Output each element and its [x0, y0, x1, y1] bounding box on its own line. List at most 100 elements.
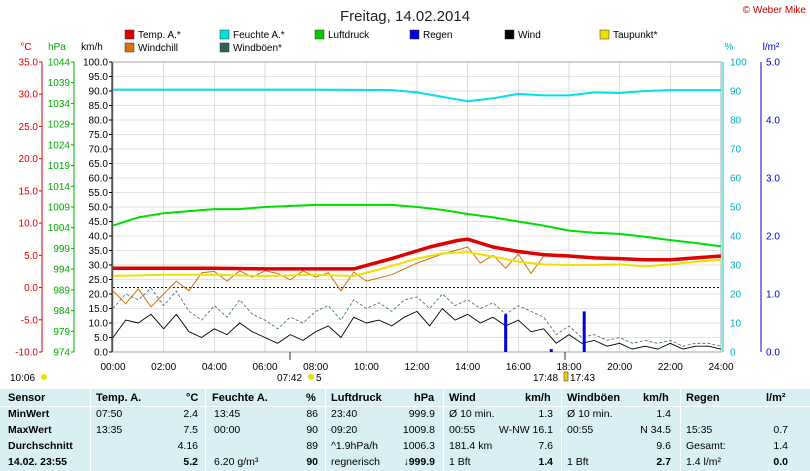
header-sensor: Sensor	[8, 392, 46, 404]
legend-swatch	[219, 42, 230, 53]
wind-tick: 35.0	[89, 246, 109, 257]
x-tick-label: 06:00	[252, 362, 277, 373]
temp-tick: 15.0	[19, 186, 39, 197]
temp-value: 5.2	[183, 456, 198, 468]
temp-tick: 25.0	[19, 122, 39, 133]
row-label: MaxWert	[8, 424, 52, 436]
moon-label: 5	[316, 373, 322, 384]
gust-value: 1.4	[656, 408, 671, 420]
legend-label: Taupunkt*	[613, 30, 658, 41]
wind-unit-label: km/h	[81, 42, 103, 53]
wind-tick: 100.0	[83, 58, 108, 69]
x-tick-label: 16:00	[506, 362, 531, 373]
hum-time: 6.20 g/m³	[214, 456, 259, 468]
temp-tick: 30.0	[19, 90, 39, 101]
wind-value: 7.6	[538, 440, 553, 452]
header-wind: Wind	[449, 392, 476, 404]
hum-tick: 80	[730, 116, 742, 127]
temp-tick: -10.0	[15, 348, 38, 359]
rain-value: 0.7	[773, 424, 788, 436]
row-label: 14.02. 23:55	[8, 456, 67, 468]
header-hum: Feuchte A.	[212, 392, 268, 404]
legend: Temp. A.* Windchill Feuchte A.* Windböen* Lu…	[124, 29, 658, 54]
series-wind	[112, 308, 722, 350]
x-tick-label: 04:00	[202, 362, 227, 373]
current-time: 10:06	[10, 373, 35, 384]
header-rain-unit: l/m²	[766, 392, 786, 404]
temp-tick: 35.0	[19, 58, 39, 69]
header-press: Luftdruck	[331, 392, 382, 404]
temp-value: 7.5	[183, 424, 198, 436]
hum-tick: 70	[730, 145, 742, 156]
x-tick-label: 00:00	[100, 362, 125, 373]
legend-swatch	[504, 29, 515, 40]
hum-tick: 20	[730, 290, 742, 301]
hum-tick: 40	[730, 232, 742, 243]
hum-tick: 10	[730, 319, 742, 330]
legend-label: Luftdruck	[328, 30, 370, 41]
press-tick: 1024	[48, 140, 71, 151]
x-tick-label: 08:00	[303, 362, 328, 373]
press-value: 1009.8	[402, 424, 435, 436]
rain-value: 1.4	[773, 440, 788, 452]
rain-time: 1.4 l/m²	[686, 456, 722, 468]
wind-tick: 80.0	[89, 116, 109, 127]
press-tick: 1034	[48, 99, 71, 110]
press-tick: 984	[53, 306, 70, 317]
hum-unit-label: %	[725, 42, 734, 53]
temp-value: 4.16	[177, 440, 198, 452]
rain-bar	[582, 311, 586, 352]
axes: 35.0 30.0 25.0 20.0 15.0 10.0 5.0 0.0 -5.0 -10.0 1…	[15, 58, 780, 374]
wind-max: W-NW 16.1	[498, 424, 553, 436]
temp-tick: 20.0	[19, 154, 39, 165]
legend-label: Windböen*	[233, 43, 282, 54]
series-layer	[112, 88, 722, 352]
legend-swatch	[124, 29, 135, 40]
rain-value: 0.0	[773, 456, 788, 468]
statistics-table: Sensor Temp. A. °C Feuchte A. % Luftdruc…	[0, 389, 810, 471]
sunset-time-2: 17:43	[570, 373, 595, 384]
wind-tick: 30.0	[89, 261, 109, 272]
series-windben	[112, 287, 722, 347]
legend-swatch	[219, 29, 230, 40]
header-hum-unit: %	[306, 392, 316, 404]
press-time: 23:40	[331, 408, 358, 420]
hum-tick: 50	[730, 203, 742, 214]
wind-tick: 25.0	[89, 275, 109, 286]
gust-value: 2.7	[656, 456, 671, 468]
rain-unit-label: l/m²	[763, 42, 780, 53]
hum-time: 00:00	[214, 424, 241, 436]
press-tick: 989	[53, 285, 70, 296]
time-markers: 07:42 5 17:48 17:43 10:06	[10, 352, 595, 384]
wind-tick: 55.0	[89, 188, 109, 199]
grid	[112, 61, 722, 353]
series-windchill	[112, 246, 545, 308]
series-taupunkt	[112, 251, 722, 277]
wind-time: Ø 10 min.	[449, 408, 495, 420]
legend-swatch	[314, 29, 325, 40]
press-tick: 994	[53, 265, 70, 276]
wind-time: 1 Bft	[449, 456, 471, 468]
gust-time: 00:55	[567, 424, 594, 436]
series-feuchtea	[113, 88, 721, 103]
press-tick: 1009	[48, 203, 71, 214]
press-time: ^1.9hPa/h	[331, 440, 378, 452]
series-luftdruck	[112, 203, 722, 248]
temp-tick: 5.0	[24, 251, 38, 262]
rain-time: 15:35	[686, 424, 713, 436]
press-time: 09:20	[331, 424, 358, 436]
x-tick-label: 10:00	[354, 362, 379, 373]
rain-tick: 1.0	[766, 290, 780, 301]
wind-tick: 85.0	[89, 101, 109, 112]
temp-time: 13:35	[96, 424, 123, 436]
series-tempa	[113, 237, 722, 271]
sun-icon	[308, 374, 314, 380]
header-gust-unit: km/h	[643, 392, 669, 404]
legend-label: Regen	[423, 30, 452, 41]
temp-time: 07:50	[96, 408, 123, 420]
legend-label: Windchill	[138, 43, 178, 54]
header-rain: Regen	[686, 392, 720, 404]
sun-small-icon	[41, 374, 47, 380]
x-tick-label: 12:00	[404, 362, 429, 373]
gust-time: Ø 10 min.	[567, 408, 613, 420]
